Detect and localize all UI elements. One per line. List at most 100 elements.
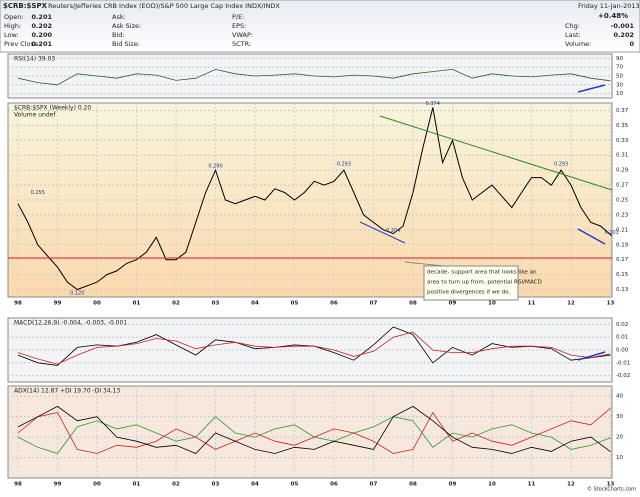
- field-value: 0: [629, 40, 634, 48]
- x-tick-label: 99: [54, 482, 62, 488]
- rsi-arrow: [577, 84, 606, 93]
- field-label: Ask:: [112, 13, 126, 21]
- x-tick-label: 03: [212, 482, 220, 488]
- y-tick-label: 40: [616, 394, 623, 400]
- y-tick-label: 0.29: [616, 168, 629, 174]
- x-tick-label: 12: [567, 482, 575, 488]
- y-tick-label: 0.33: [616, 138, 629, 144]
- annotation-line: positive divergences if we do.: [427, 290, 510, 296]
- x-tick-label: 06: [330, 301, 338, 307]
- annotation: decade- support area that looks like an a…: [427, 270, 542, 296]
- y-tick-label: 0.17: [616, 257, 629, 263]
- y-tick-label: 70: [616, 65, 623, 71]
- point-label: 0.293: [337, 161, 351, 167]
- x-tick-label: 06: [330, 482, 338, 488]
- point-label: 0.120: [70, 291, 84, 297]
- point-label: 0.204: [386, 228, 400, 234]
- credit: © StockCharts.com: [587, 486, 636, 493]
- x-tick-label: 03: [212, 301, 220, 307]
- field-label: Low:: [4, 31, 19, 39]
- y-tick-label: -0.02: [616, 373, 630, 379]
- x-tick-label: 09: [449, 301, 457, 307]
- resistance-trendline: [379, 115, 613, 191]
- field-label: Bid:: [112, 31, 125, 39]
- field-label: Prev Close:: [4, 40, 40, 48]
- x-tick-label: 02: [172, 301, 180, 307]
- blue-trendline: [577, 228, 606, 245]
- x-tick-label: 13: [607, 482, 615, 488]
- x-tick-label: 11: [528, 301, 536, 307]
- series-line: [17, 107, 613, 291]
- field-label: Last:: [565, 31, 581, 39]
- x-tick-label: 10: [488, 482, 496, 488]
- field-label: P/E:: [232, 13, 244, 21]
- y-tick-label: 20: [616, 435, 623, 441]
- y-tick-label: 10: [616, 91, 623, 97]
- y-tick-label: 0.23: [616, 212, 629, 218]
- x-tick-label: 04: [251, 301, 259, 307]
- annotation-line: area to turn up from. potential RSI/MACD: [427, 280, 542, 286]
- x-tick-label: 98: [14, 482, 22, 488]
- series-line: [17, 407, 611, 454]
- field-label: Chg:: [565, 22, 580, 30]
- panel-subtitle: Volume undef: [14, 112, 56, 119]
- x-tick-label: 07: [370, 482, 378, 488]
- field-label: Ask Size:: [112, 22, 141, 30]
- x-tick-label: 13: [607, 301, 615, 307]
- y-tick-label: 0.25: [616, 198, 629, 204]
- blue-trendline: [359, 221, 406, 244]
- series-line: [17, 405, 611, 454]
- y-tick-label: 50: [616, 74, 623, 80]
- field-label: EPS:: [232, 22, 246, 30]
- x-tick-label: 02: [172, 482, 180, 488]
- x-tick-label: 04: [251, 482, 259, 488]
- x-tick-label: 01: [133, 482, 141, 488]
- y-tick-label: 90: [616, 56, 623, 62]
- series-line: [17, 68, 611, 86]
- field-label: Open:: [4, 13, 24, 21]
- x-tick-label: 00: [93, 301, 101, 307]
- y-tick-label: 0.00: [616, 348, 629, 354]
- x-tick-label: 98: [14, 301, 22, 307]
- symbol: $CRB:$SPX: [3, 2, 48, 10]
- panel-title: RSI(14) 39.03: [14, 56, 55, 63]
- annotation-line: decade- support area that looks like an: [427, 270, 537, 276]
- x-tick-label: 09: [449, 482, 457, 488]
- change-pct: +0.48%: [598, 12, 628, 20]
- annotation-box: [423, 265, 519, 301]
- x-tick-label: 07: [370, 301, 378, 307]
- y-tick-label: -0.01: [616, 360, 630, 366]
- y-tick-label: 0.35: [616, 123, 629, 129]
- panel-title: MACD(12,26,9) -0.004, -0.003, -0.001: [14, 320, 127, 327]
- y-tick-label: 0.01: [616, 335, 628, 341]
- y-tick-label: 30: [616, 82, 623, 88]
- field-value: 0.202: [31, 22, 52, 30]
- field-value: 0.201: [31, 13, 52, 21]
- field-label: VWAP:: [232, 31, 253, 39]
- field-label: Volume:: [565, 40, 591, 48]
- x-tick-label: 10: [488, 301, 496, 307]
- y-tick-label: 0.31: [616, 153, 628, 159]
- field-label: SCTR:: [232, 40, 251, 48]
- panels: 10 30 50 70 90 RSI(14) 39.03 0.13 0.15 0.17 0.19 0…: [7, 53, 630, 488]
- description: Reuters/Jefferies CRB Index (EOD)/S&P 50…: [48, 2, 280, 10]
- y-tick-label: 0.21: [616, 227, 628, 233]
- x-tick-label: 01: [133, 301, 141, 307]
- panel-title: $CRB:$SPX (Weekly) 0.20: [14, 105, 91, 112]
- x-tick-label: 11: [528, 482, 536, 488]
- y-tick-label: 0.15: [616, 272, 629, 278]
- x-tick-label: 00: [93, 482, 101, 488]
- y-tick-label: 0.37: [616, 108, 629, 114]
- x-tick-label: 08: [409, 482, 417, 488]
- field-label: High:: [4, 22, 21, 30]
- x-tick-label: 12: [567, 301, 575, 307]
- y-tick-label: 30: [616, 414, 623, 420]
- series-line: [17, 331, 611, 365]
- point-label: 0.201: [605, 230, 619, 236]
- x-tick-label: 05: [291, 482, 299, 488]
- field-value: -0.001: [611, 22, 635, 30]
- x-tick-label: 05: [291, 301, 299, 307]
- panel-title: ADX(14) 12.87 +DI 19.70 -DI 34.13: [14, 388, 120, 395]
